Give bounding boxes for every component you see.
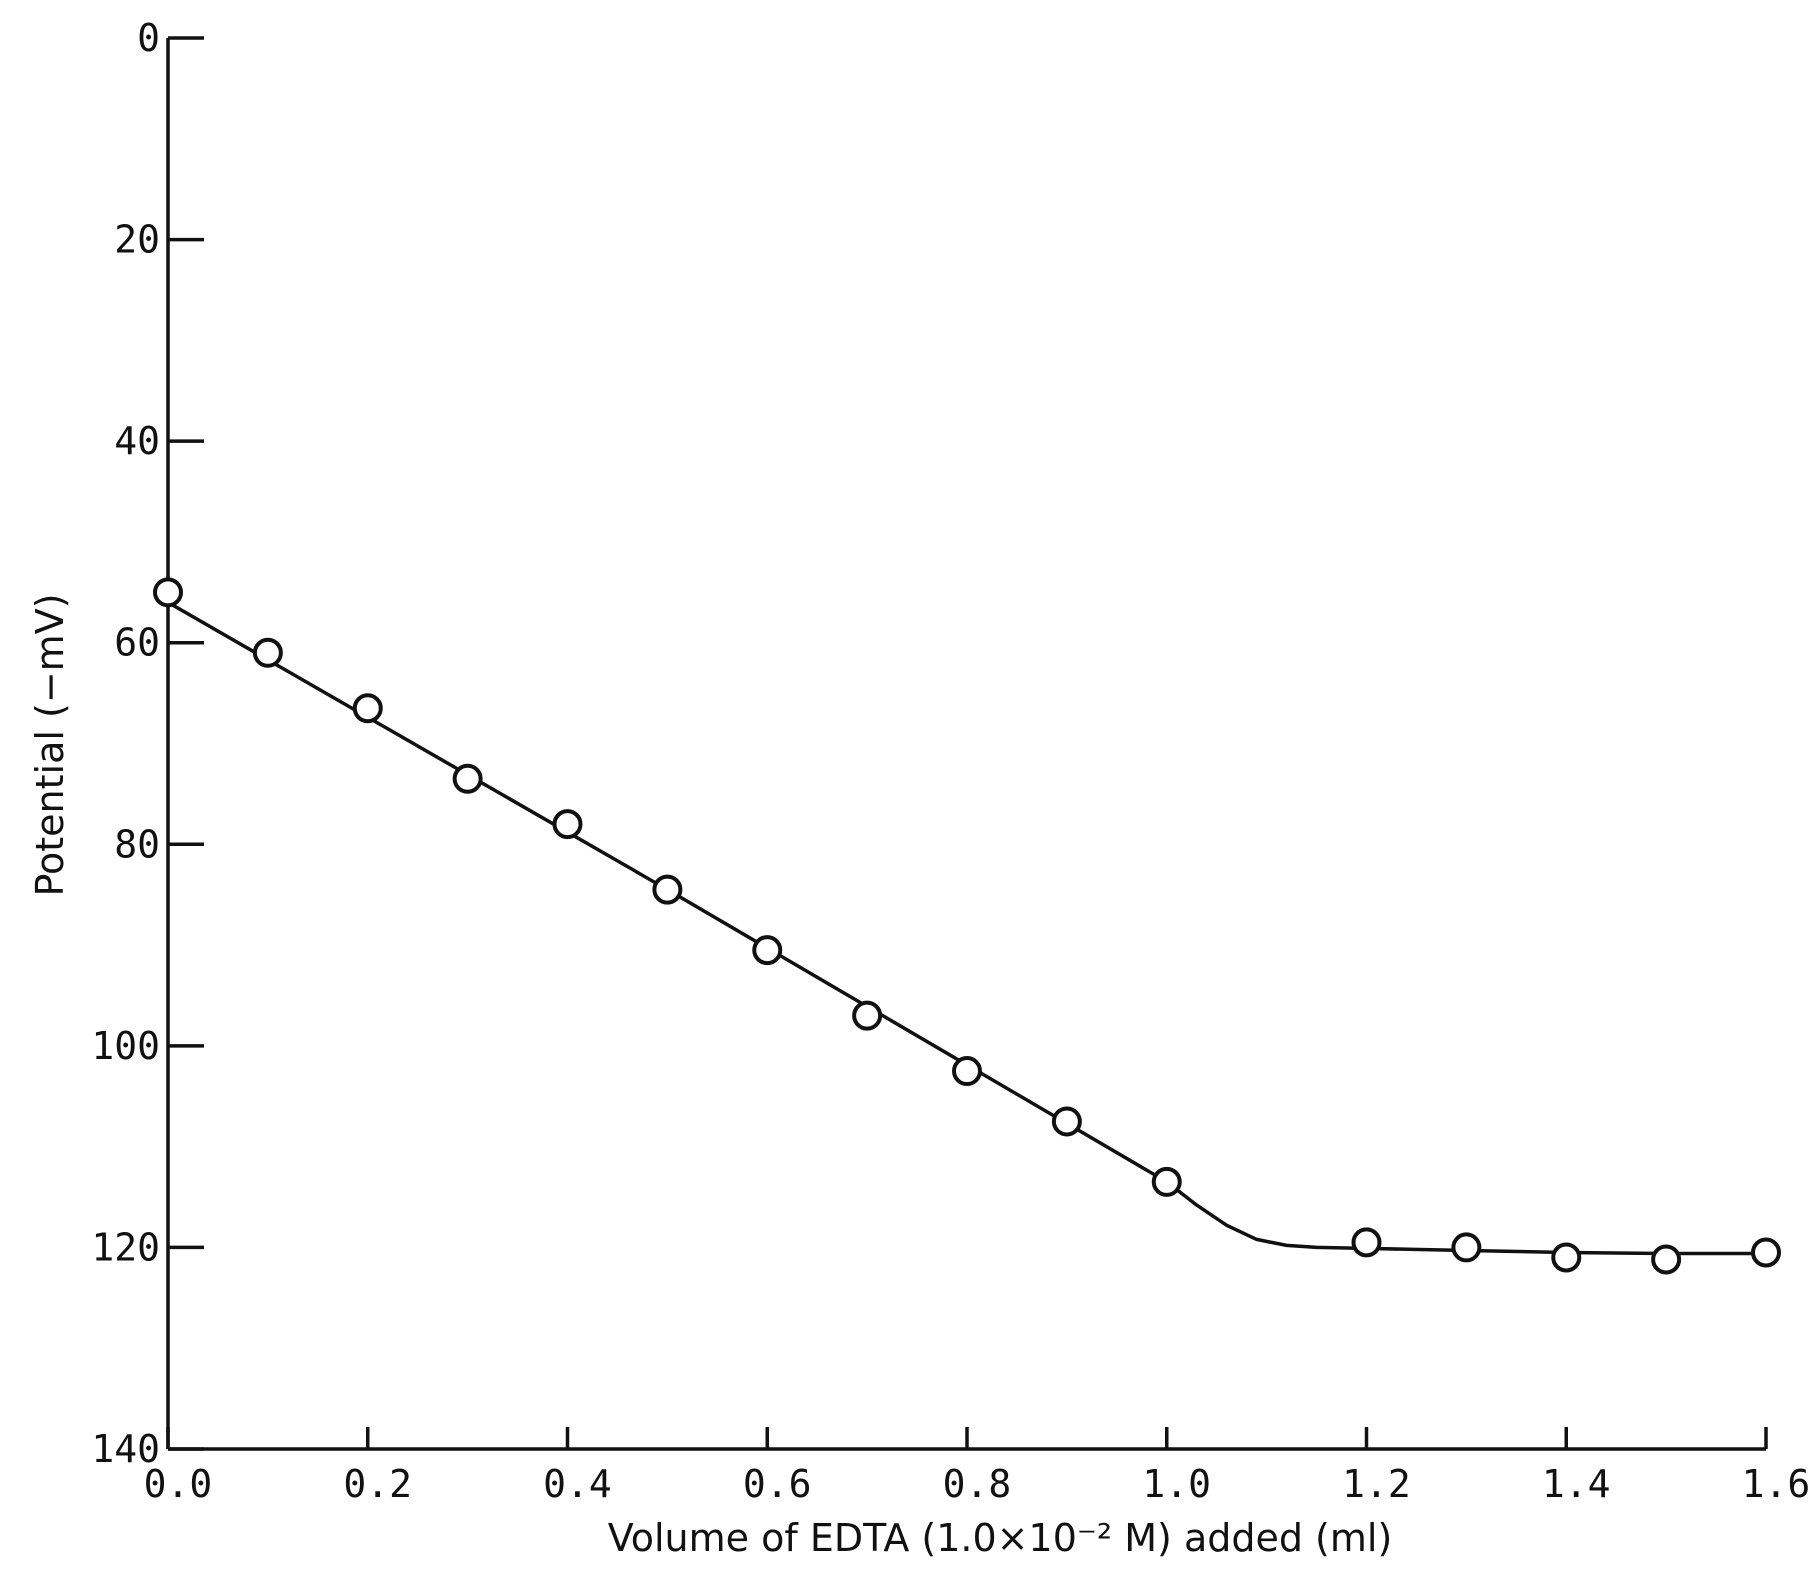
- data-point-11: [1351, 1227, 1382, 1258]
- data-point-8: [952, 1056, 982, 1087]
- y-tick-label-3: 60: [114, 621, 160, 665]
- x-tick-label-7: 1.4: [1542, 1462, 1611, 1506]
- data-point-0: [153, 577, 183, 608]
- data-point-1: [252, 637, 283, 668]
- y-tick-label-4: 80: [114, 822, 160, 866]
- y-tick-label-2: 40: [114, 419, 160, 463]
- data-point-9: [1051, 1106, 1082, 1137]
- data-point-5: [652, 874, 683, 905]
- fit-line-group: [167, 600, 1766, 1256]
- fit-line: [167, 600, 1766, 1256]
- x-tick-label-0: 0.0: [144, 1462, 213, 1506]
- x-tick-label-6: 1.2: [1342, 1462, 1411, 1506]
- data-point-14: [1651, 1244, 1682, 1275]
- data-point-10: [1151, 1166, 1182, 1197]
- y-tick-label-5: 100: [91, 1024, 160, 1068]
- x-tick-label-1: 0.2: [343, 1462, 412, 1506]
- x-tick-label-3: 0.6: [743, 1462, 812, 1506]
- axes: [166, 36, 1768, 1451]
- data-point-7: [852, 1000, 883, 1031]
- data-point-6: [752, 935, 783, 966]
- y-tick-label-7: 140: [91, 1427, 160, 1471]
- x-tick-label-5: 1.0: [1142, 1462, 1211, 1506]
- data-point-12: [1451, 1232, 1482, 1263]
- y-tick-label-6: 120: [91, 1225, 160, 1269]
- y-tick-label-1: 20: [114, 218, 160, 262]
- x-tick-label-8: 1.6: [1742, 1462, 1811, 1506]
- x-tick-label-2: 0.4: [543, 1462, 612, 1506]
- x-axis-title: Volume of EDTA (1.0×10⁻² M) added (ml): [608, 1516, 1393, 1560]
- data-point-15: [1751, 1237, 1781, 1268]
- x-tick-label-4: 0.8: [943, 1462, 1012, 1506]
- data-point-13: [1551, 1242, 1582, 1273]
- data-point-4: [552, 809, 583, 840]
- data-points: [153, 577, 1781, 1275]
- y-tick-label-0: 0: [137, 16, 160, 60]
- y-axis-title: Potential (−mV): [28, 593, 72, 896]
- data-point-3: [452, 763, 483, 794]
- data-point-2: [352, 693, 383, 724]
